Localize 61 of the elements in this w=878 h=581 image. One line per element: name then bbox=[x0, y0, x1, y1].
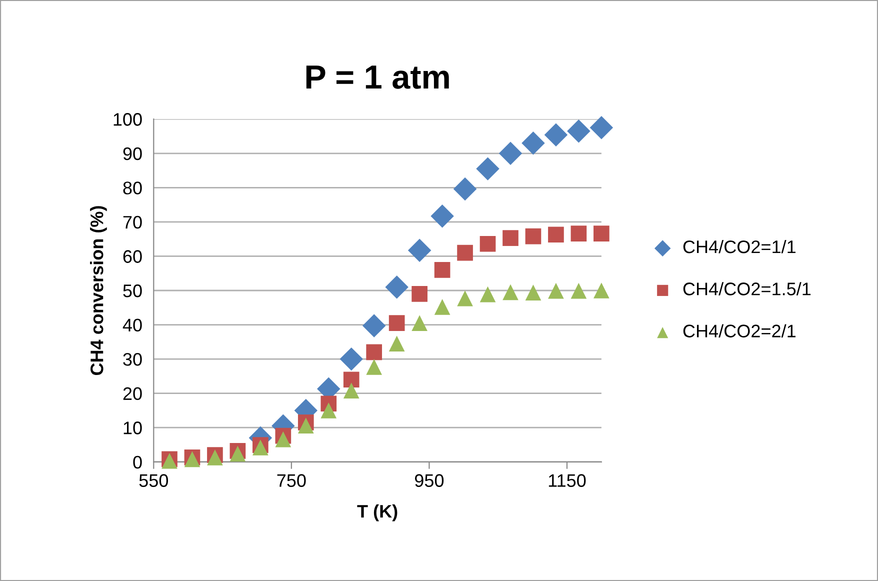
point bbox=[525, 228, 542, 244]
point bbox=[230, 446, 246, 462]
point bbox=[548, 226, 564, 243]
y-axis-title: CH4 conversion (%) bbox=[90, 206, 107, 376]
point bbox=[388, 315, 405, 331]
y-tick-label: 20 bbox=[123, 387, 142, 400]
point bbox=[343, 372, 360, 388]
point bbox=[476, 157, 500, 180]
point bbox=[548, 282, 564, 299]
y-tick-label: 50 bbox=[123, 284, 142, 298]
point bbox=[366, 344, 382, 360]
y-tick-label: 90 bbox=[123, 147, 142, 160]
point bbox=[567, 119, 590, 143]
legend-label: CH4/CO2=2/1 bbox=[683, 324, 796, 338]
x-axis-title: T (K) bbox=[357, 504, 398, 522]
point bbox=[385, 275, 408, 299]
y-tick-label: 60 bbox=[123, 250, 142, 263]
point bbox=[408, 238, 432, 262]
point bbox=[594, 226, 610, 242]
point bbox=[275, 431, 292, 448]
point bbox=[298, 418, 314, 434]
point bbox=[412, 315, 428, 331]
y-tick-label: 0 bbox=[133, 456, 142, 469]
point bbox=[525, 284, 542, 300]
point bbox=[502, 230, 518, 246]
point bbox=[480, 236, 496, 252]
point bbox=[434, 262, 450, 278]
point bbox=[570, 282, 587, 299]
chart-title: P = 1 atm bbox=[306, 66, 449, 89]
y-tick-label: 80 bbox=[123, 182, 142, 194]
point bbox=[480, 286, 496, 302]
point bbox=[362, 314, 386, 338]
point bbox=[453, 177, 477, 201]
point bbox=[457, 290, 473, 306]
point bbox=[320, 402, 337, 418]
point bbox=[457, 244, 473, 261]
y-tick-label: 30 bbox=[123, 352, 142, 366]
y-tick-label: 70 bbox=[123, 216, 142, 229]
point bbox=[412, 286, 428, 302]
point bbox=[544, 123, 568, 146]
point bbox=[343, 382, 360, 399]
point bbox=[498, 142, 522, 166]
point bbox=[340, 347, 363, 371]
point bbox=[590, 116, 614, 140]
legend-label: CH4/CO2=1/1 bbox=[683, 240, 796, 254]
point bbox=[434, 299, 450, 315]
legend-label: CH4/CO2=1.5/1 bbox=[683, 282, 811, 296]
y-tick-label: 40 bbox=[122, 318, 142, 332]
point bbox=[430, 204, 454, 228]
y-tick-label: 10 bbox=[124, 422, 142, 434]
point bbox=[502, 284, 518, 300]
point bbox=[366, 359, 382, 375]
point bbox=[570, 226, 587, 242]
x-tick-label: 550 bbox=[139, 474, 168, 487]
x-tick-label: 750 bbox=[277, 474, 306, 487]
point bbox=[594, 282, 610, 298]
point bbox=[388, 336, 405, 352]
x-tick-label: 1150 bbox=[548, 474, 586, 487]
y-tick-label: 100 bbox=[114, 113, 142, 126]
x-tick-label: 950 bbox=[414, 474, 444, 487]
point bbox=[522, 131, 545, 155]
